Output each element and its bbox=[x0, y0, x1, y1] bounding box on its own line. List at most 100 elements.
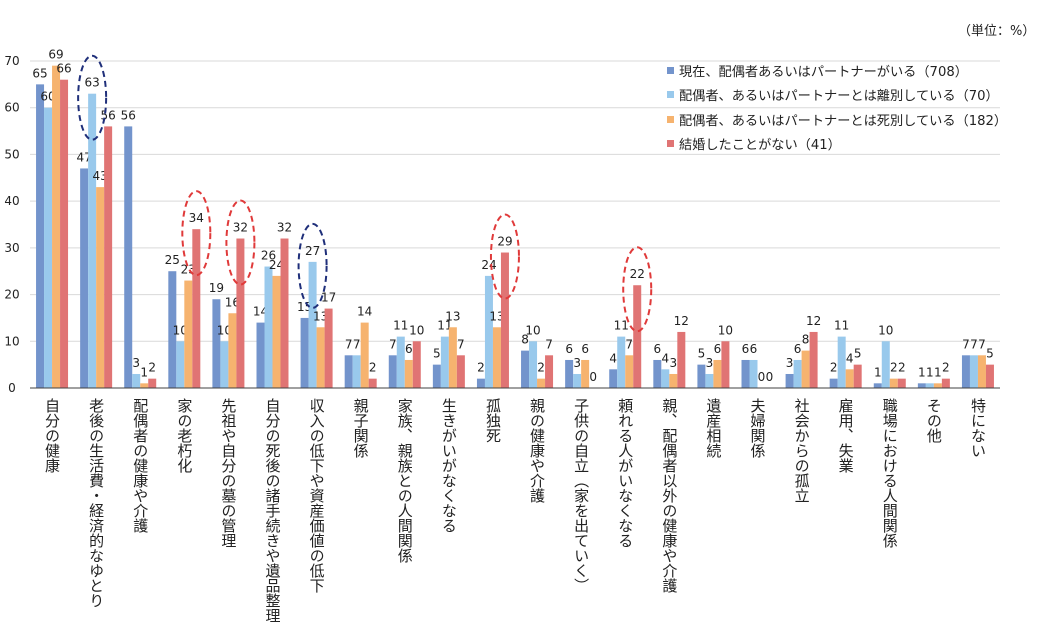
data-label: 4 bbox=[846, 351, 854, 365]
data-label: 60 bbox=[40, 90, 55, 104]
data-label: 7 bbox=[970, 337, 978, 351]
data-label: 47 bbox=[76, 150, 91, 164]
bar bbox=[985, 364, 994, 388]
data-label: 7 bbox=[962, 337, 970, 351]
data-label: 11 bbox=[393, 319, 408, 333]
x-tick-label: 子供の自立（家を出ていく） bbox=[572, 398, 590, 593]
bar bbox=[941, 378, 950, 388]
bar bbox=[669, 373, 678, 388]
x-tick-label: 親子関係 bbox=[352, 398, 370, 459]
bar bbox=[344, 355, 353, 388]
bar bbox=[212, 299, 221, 388]
data-label: 3 bbox=[706, 356, 714, 370]
data-label: 7 bbox=[389, 337, 397, 351]
data-label: 5 bbox=[854, 347, 862, 361]
data-label: 43 bbox=[92, 169, 107, 183]
y-tick-label: 40 bbox=[4, 194, 19, 208]
data-label: 34 bbox=[189, 211, 204, 225]
bar bbox=[396, 336, 405, 388]
data-label: 10 bbox=[525, 323, 540, 337]
bar bbox=[448, 327, 457, 388]
legend-label: 配偶者、あるいはパートナーとは離別している（70） bbox=[679, 89, 999, 105]
bar bbox=[633, 285, 642, 388]
legend-label: 結婚したことがない（41） bbox=[679, 138, 841, 154]
legend-swatch bbox=[667, 66, 674, 74]
x-tick-label: 家の老朽化 bbox=[175, 398, 193, 473]
bar bbox=[168, 271, 177, 388]
data-label: 4 bbox=[609, 351, 617, 365]
highlight-ellipse bbox=[489, 213, 520, 300]
x-tick-label: 家族、親族との人間関係 bbox=[396, 398, 414, 564]
data-label: 10 bbox=[878, 323, 893, 337]
bar bbox=[140, 383, 149, 388]
highlight-ellipse bbox=[622, 246, 653, 333]
data-label: 1 bbox=[140, 365, 148, 379]
bar bbox=[484, 275, 493, 388]
y-tick-label: 30 bbox=[4, 241, 19, 255]
bar bbox=[829, 378, 838, 388]
bar bbox=[977, 355, 986, 388]
bar bbox=[440, 336, 449, 388]
bar bbox=[192, 229, 201, 388]
bar bbox=[933, 383, 942, 388]
data-label: 1 bbox=[926, 365, 934, 379]
data-label: 12 bbox=[806, 314, 821, 328]
bar bbox=[124, 126, 133, 389]
x-tick-label: 特にない bbox=[969, 398, 987, 458]
bar bbox=[352, 355, 361, 388]
bar bbox=[837, 336, 846, 388]
y-tick-label: 10 bbox=[4, 334, 19, 348]
data-label: 13 bbox=[489, 309, 504, 323]
data-label: 66 bbox=[56, 62, 71, 76]
x-tick-label: 配偶者の健康や介護 bbox=[131, 398, 149, 533]
bar bbox=[300, 317, 309, 388]
bar bbox=[404, 359, 413, 388]
bar bbox=[677, 331, 686, 388]
data-label: 6 bbox=[405, 342, 413, 356]
data-label: 25 bbox=[165, 253, 180, 267]
data-label: 5 bbox=[433, 347, 441, 361]
bar bbox=[236, 238, 245, 388]
x-tick-label: 自分の健康 bbox=[43, 398, 61, 473]
data-label: 8 bbox=[521, 333, 529, 347]
legend-swatch bbox=[667, 115, 674, 123]
data-label: 19 bbox=[209, 281, 224, 295]
bar bbox=[456, 355, 465, 388]
x-tick-label: 雇用、失業 bbox=[837, 398, 855, 473]
legend-swatch bbox=[667, 140, 674, 148]
y-tick-label: 60 bbox=[4, 101, 19, 115]
bar bbox=[96, 187, 105, 388]
data-label: 7 bbox=[353, 337, 361, 351]
bar bbox=[220, 341, 229, 388]
data-label: 22 bbox=[630, 267, 645, 281]
data-label: 15 bbox=[297, 300, 312, 314]
bar bbox=[925, 383, 934, 388]
bar bbox=[360, 322, 369, 388]
legend-item: 現在、配偶者あるいはパートナーがいる（708） bbox=[667, 58, 1007, 83]
data-label: 17 bbox=[321, 291, 336, 305]
highlight-ellipse bbox=[225, 199, 256, 286]
data-label: 1 bbox=[918, 365, 926, 379]
data-label: 29 bbox=[497, 235, 512, 249]
data-label: 5 bbox=[986, 347, 994, 361]
data-label: 0 bbox=[758, 370, 766, 384]
y-tick-label: 50 bbox=[4, 147, 19, 161]
bar bbox=[873, 383, 882, 388]
bar bbox=[661, 369, 670, 388]
legend-label: 現在、配偶者あるいはパートナーがいる（708） bbox=[679, 64, 968, 80]
data-label: 6 bbox=[794, 342, 802, 356]
bar bbox=[368, 378, 377, 388]
data-label: 2 bbox=[890, 361, 898, 375]
y-tick-label: 70 bbox=[4, 54, 19, 68]
data-label: 2 bbox=[477, 361, 485, 375]
bar bbox=[412, 341, 421, 388]
data-label: 3 bbox=[132, 356, 140, 370]
data-label: 8 bbox=[802, 333, 810, 347]
bar bbox=[308, 261, 317, 388]
bar bbox=[889, 378, 898, 388]
data-label: 56 bbox=[121, 108, 136, 122]
bar bbox=[272, 275, 281, 388]
bar bbox=[845, 369, 854, 388]
bar bbox=[653, 359, 662, 388]
highlight-ellipse bbox=[297, 222, 328, 309]
